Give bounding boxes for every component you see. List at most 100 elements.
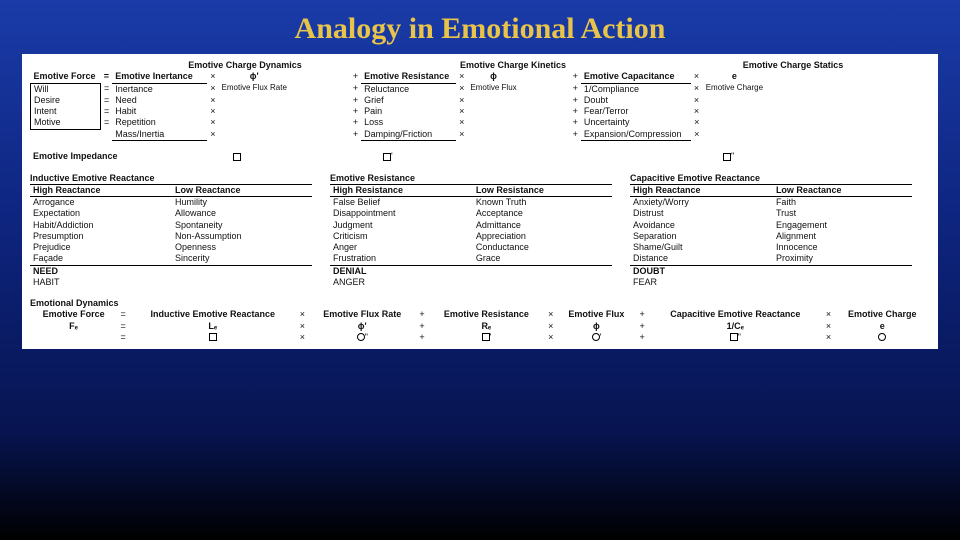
dyn-cell: Lₑ — [129, 321, 296, 332]
square-icon — [233, 153, 241, 161]
inertance-cell: Inertance — [112, 83, 207, 95]
react-high-cell: Anger — [330, 242, 473, 253]
react-low-cell: Proximity — [773, 253, 912, 265]
react-low-cell: Openness — [172, 242, 312, 253]
react-bold: NEED — [30, 265, 172, 277]
times-cell: × — [691, 129, 703, 141]
react-low-cell: Known Truth — [473, 197, 612, 209]
react-high-cell: Presumption — [30, 231, 172, 242]
plus-cell: + — [570, 95, 581, 106]
resistance-cell: Grief — [361, 95, 456, 106]
rate3-cell — [703, 117, 766, 129]
times-cell: × — [456, 83, 467, 95]
react-low-cell: Spontaneity — [172, 220, 312, 231]
dyn-cell: + — [416, 321, 428, 332]
times-cell: × — [456, 129, 467, 141]
dyn-cell: + — [416, 332, 428, 343]
times-cell: × — [207, 83, 218, 95]
rate3-cell — [703, 95, 766, 106]
plus2: + — [570, 71, 581, 83]
react-sub: ANGER — [330, 277, 473, 288]
prime: ' — [391, 151, 393, 161]
inertance-header: Emotive Inertance — [112, 71, 207, 83]
section-kinetics-header: Emotive Charge Kinetics — [388, 60, 638, 71]
times-cell: × — [207, 106, 218, 117]
dynamics-table: Emotive Force=Inductive Emotive Reactanc… — [30, 309, 930, 343]
force-cell — [31, 129, 101, 141]
react-high-header: High Reactance — [630, 185, 773, 197]
dyn-cell: × — [822, 321, 834, 332]
dyn-cell: Rₑ — [428, 321, 545, 332]
resistance-header: Emotive Resistance — [361, 71, 456, 83]
dyn-cell: + — [636, 321, 648, 332]
rate3-cell: Emotive Charge — [703, 83, 766, 95]
rate1-cell — [219, 106, 290, 117]
emotive-force-label: Emotive Force — [31, 71, 101, 83]
react-group-title: Capacitive Emotive Reactance — [630, 173, 912, 185]
dyn-cell: = — [117, 332, 129, 343]
times-cell: × — [207, 117, 218, 129]
times-cell: × — [207, 95, 218, 106]
dyn-cell: = — [117, 309, 129, 320]
eq-cell — [101, 129, 113, 141]
times-cell: × — [691, 117, 703, 129]
react-low-cell: Alignment — [773, 231, 912, 242]
times-cell: × — [691, 106, 703, 117]
dyn-cell: '' — [648, 332, 822, 343]
dyn-cell: = — [117, 321, 129, 332]
content-panel: Emotive Charge Dynamics Emotive Charge K… — [22, 54, 938, 349]
dyn-cell: ' — [557, 332, 636, 343]
square-prime-icon — [383, 153, 391, 161]
react-sub: FEAR — [630, 277, 773, 288]
resistance-cell: Damping/Friction — [361, 129, 456, 141]
react-high-cell: Distrust — [630, 208, 773, 219]
react-low-cell: Grace — [473, 253, 612, 265]
phi: ϕ — [467, 71, 519, 83]
react-low-cell: Engagement — [773, 220, 912, 231]
dyn-cell: Emotive Force — [30, 309, 117, 320]
react-low-cell: Conductance — [473, 242, 612, 253]
rate2-cell — [467, 106, 519, 117]
react-high-cell: False Belief — [330, 197, 473, 209]
inertance-cell: Repetition — [112, 117, 207, 129]
dyn-cell: ' — [428, 332, 545, 343]
pprime: '' — [731, 151, 734, 161]
dyn-cell: × — [296, 332, 308, 343]
react-low-cell: Allowance — [172, 208, 312, 219]
eq-symbol: = — [101, 71, 113, 83]
plus-cell: + — [570, 83, 581, 95]
eq-cell: = — [101, 83, 113, 95]
rate2-cell — [467, 129, 519, 141]
react-high-cell: Avoidance — [630, 220, 773, 231]
react-low-header: Low Reactance — [172, 185, 312, 197]
inertance-cell: Mass/Inertia — [112, 129, 207, 141]
react-low-cell: Sincerity — [172, 253, 312, 265]
force-cell: Desire — [31, 95, 101, 106]
resistance-cell: Pain — [361, 106, 456, 117]
dyn-cell: Fₑ — [30, 321, 117, 332]
react-high-cell: Façade — [30, 253, 172, 265]
eq-cell: = — [101, 106, 113, 117]
times-cell: × — [456, 117, 467, 129]
plus-cell: + — [350, 129, 361, 141]
react-high-cell: Expectation — [30, 208, 172, 219]
times-cell: × — [207, 129, 218, 141]
rate2-cell: Emotive Flux — [467, 83, 519, 95]
dyn-cell: e — [834, 321, 930, 332]
capacitance-cell: Fear/Terror — [581, 106, 691, 117]
plus-cell: + — [350, 83, 361, 95]
react-bold: DENIAL — [330, 265, 473, 277]
dyn-cell: Emotive Flux — [557, 309, 636, 320]
phi-prime: ϕ' — [219, 71, 290, 83]
react-high-cell: Distance — [630, 253, 773, 265]
dyn-cell: × — [545, 309, 557, 320]
section-dynamics-header: Emotive Charge Dynamics — [120, 60, 370, 71]
dyn-cell: × — [822, 332, 834, 343]
dyn-cell: Inductive Emotive Reactance — [129, 309, 296, 320]
react-bold: DOUBT — [630, 265, 773, 277]
plus1: + — [350, 71, 361, 83]
react-low-cell: Admittance — [473, 220, 612, 231]
react-high-cell: Judgment — [330, 220, 473, 231]
times-cell: × — [456, 95, 467, 106]
react-low-cell: Appreciation — [473, 231, 612, 242]
